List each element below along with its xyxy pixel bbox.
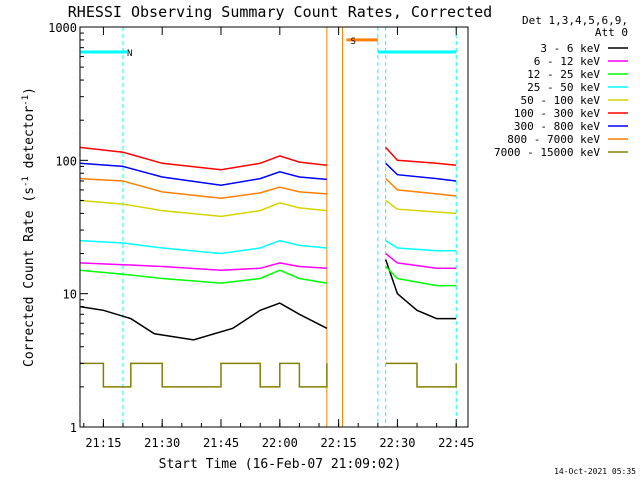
series-line-0-0 <box>79 302 328 341</box>
y-axis-label-part: -1 <box>21 176 31 187</box>
x-tick-label-4: 22:15 <box>321 436 357 450</box>
series-line-1-1 <box>385 252 457 270</box>
legend-label-7: 800 - 7000 keV <box>507 133 600 146</box>
legend-label-3: 25 - 50 keV <box>527 81 600 94</box>
series-line-3-1 <box>385 239 457 252</box>
flag-label-1: N <box>127 49 132 59</box>
series-lines <box>79 146 457 388</box>
flag-bars: NS <box>79 37 457 59</box>
legend-label-4: 50 - 100 keV <box>521 94 601 107</box>
x-tick-label-2: 21:45 <box>203 436 239 450</box>
legend-label-0: 3 - 6 keV <box>540 42 600 55</box>
plot-frame <box>79 26 469 428</box>
legend-label-8: 7000 - 15000 keV <box>494 146 600 159</box>
legend-header-0: Det 1,3,4,5,6,9, <box>522 14 628 27</box>
series-line-6-0 <box>79 162 327 187</box>
legend-label-6: 300 - 800 keV <box>514 120 600 133</box>
legend-header-1: Att 0 <box>595 26 628 39</box>
y-axis-label-part: ) <box>22 87 37 95</box>
legend-label-1: 6 - 12 keV <box>534 55 601 68</box>
y-tick-label-1: 10 <box>63 288 77 302</box>
series-line-5-1 <box>385 146 457 166</box>
series-line-1-0 <box>79 262 327 271</box>
legend-label-5: 100 - 300 keV <box>514 107 600 120</box>
series-line-4-0 <box>79 199 327 218</box>
x-axis-ticks: 21:15 21:30 21:45 22:00 22:15 22:30 22:45 <box>83 27 474 450</box>
series-line-2-0 <box>79 269 328 284</box>
x-tick-label-5: 22:30 <box>379 436 415 450</box>
y-axis-label-part: -1 <box>21 95 31 106</box>
series-line-7-1 <box>385 178 457 197</box>
x-axis-label: Start Time (16-Feb-07 21:09:02) <box>159 457 402 472</box>
series-line-8-1 <box>385 362 457 388</box>
x-tick-label-1: 21:30 <box>144 436 180 450</box>
x-tick-label-0: 21:15 <box>85 436 121 450</box>
flag-label-2: S <box>350 37 355 47</box>
y-axis-ticks: 1 10 100 1000 <box>48 21 88 435</box>
footer-timestamp: 14-Oct-2021 05:35 <box>554 467 636 476</box>
chart-title: RHESSI Observing Summary Count Rates, Co… <box>68 3 492 21</box>
y-tick-label-3: 1000 <box>48 21 77 35</box>
series-line-7-0 <box>79 177 327 199</box>
y-tick-label-2: 100 <box>55 154 77 168</box>
y-axis-label-part: detector <box>22 106 37 177</box>
x-tick-label-6: 22:45 <box>438 436 474 450</box>
y-tick-label-0: 1 <box>70 421 77 435</box>
series-line-8-0 <box>79 362 328 388</box>
series-line-5-0 <box>79 146 327 171</box>
series-line-2-1 <box>385 265 457 287</box>
series-line-6-1 <box>385 162 457 182</box>
series-line-0-1 <box>384 259 457 320</box>
y-axis-label-part: Corrected Count Rate (s <box>22 187 37 367</box>
y-axis-label: Corrected Count Rate (s-1 detector-1) <box>21 87 37 367</box>
legend-label-2: 12 - 25 keV <box>527 68 600 81</box>
x-tick-label-3: 22:00 <box>262 436 298 450</box>
series-line-4-1 <box>385 199 457 215</box>
series-line-3-0 <box>79 239 327 255</box>
